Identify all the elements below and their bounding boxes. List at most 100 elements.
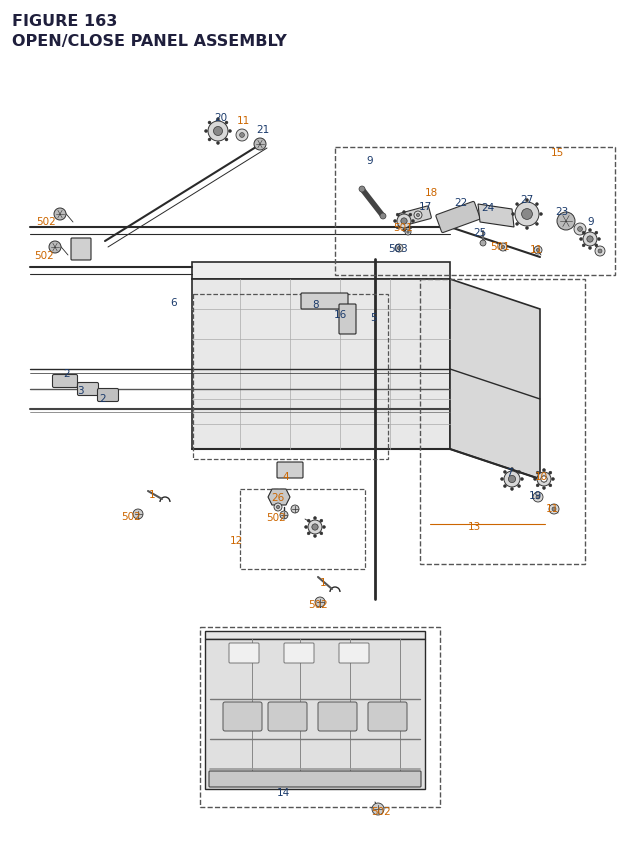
Polygon shape <box>478 205 514 228</box>
Circle shape <box>536 223 538 226</box>
Circle shape <box>536 484 539 487</box>
Circle shape <box>549 484 552 487</box>
Text: 27: 27 <box>520 195 534 205</box>
Circle shape <box>320 532 323 536</box>
FancyBboxPatch shape <box>268 703 307 731</box>
Circle shape <box>274 504 282 511</box>
Circle shape <box>504 471 506 474</box>
Text: 503: 503 <box>388 244 408 254</box>
Circle shape <box>537 473 551 486</box>
Text: 501: 501 <box>393 223 413 232</box>
Circle shape <box>276 505 280 509</box>
FancyBboxPatch shape <box>284 643 314 663</box>
Bar <box>240 489 365 569</box>
Text: 8: 8 <box>313 300 319 310</box>
FancyBboxPatch shape <box>318 703 357 731</box>
Circle shape <box>205 130 207 133</box>
Circle shape <box>534 247 542 255</box>
Circle shape <box>307 532 310 536</box>
Circle shape <box>516 203 518 207</box>
Circle shape <box>598 238 600 241</box>
Circle shape <box>536 249 540 252</box>
FancyBboxPatch shape <box>223 703 262 731</box>
Circle shape <box>536 472 539 474</box>
Circle shape <box>314 535 317 538</box>
FancyBboxPatch shape <box>97 389 118 402</box>
Circle shape <box>525 199 529 202</box>
Polygon shape <box>205 631 425 639</box>
Circle shape <box>587 237 593 243</box>
Circle shape <box>225 122 228 125</box>
Circle shape <box>394 220 397 223</box>
Text: 1: 1 <box>148 489 156 499</box>
Circle shape <box>308 520 322 535</box>
Circle shape <box>533 492 543 503</box>
Circle shape <box>397 214 411 229</box>
Polygon shape <box>192 263 450 280</box>
Circle shape <box>518 485 520 488</box>
Circle shape <box>595 245 598 248</box>
Circle shape <box>49 242 61 254</box>
Circle shape <box>589 247 591 251</box>
Circle shape <box>403 229 406 232</box>
Circle shape <box>578 227 582 232</box>
Circle shape <box>417 214 420 217</box>
Circle shape <box>403 211 406 214</box>
FancyBboxPatch shape <box>52 375 77 388</box>
Text: 4: 4 <box>283 472 289 481</box>
Circle shape <box>208 139 211 142</box>
Circle shape <box>323 526 326 529</box>
Circle shape <box>214 127 223 136</box>
Text: 19: 19 <box>529 491 541 500</box>
Circle shape <box>359 187 365 193</box>
Circle shape <box>511 468 513 471</box>
Circle shape <box>552 507 556 511</box>
Text: 21: 21 <box>257 125 269 135</box>
Circle shape <box>501 246 504 250</box>
Circle shape <box>543 469 545 472</box>
Text: 24: 24 <box>481 202 495 213</box>
Bar <box>193 294 388 460</box>
Text: 9: 9 <box>588 217 595 226</box>
Circle shape <box>228 130 232 133</box>
Text: 13: 13 <box>467 522 481 531</box>
Polygon shape <box>450 280 540 480</box>
Text: 26: 26 <box>271 492 285 503</box>
Circle shape <box>401 219 407 225</box>
Text: 502: 502 <box>121 511 141 522</box>
Circle shape <box>598 250 602 254</box>
Circle shape <box>54 208 66 220</box>
Circle shape <box>534 478 536 481</box>
Text: 23: 23 <box>556 207 568 217</box>
Circle shape <box>541 476 547 482</box>
Text: 501: 501 <box>490 242 510 251</box>
Text: 16: 16 <box>333 310 347 319</box>
FancyBboxPatch shape <box>77 383 99 396</box>
Circle shape <box>409 214 412 217</box>
Circle shape <box>396 226 399 230</box>
Circle shape <box>409 226 412 230</box>
Circle shape <box>480 241 486 247</box>
FancyBboxPatch shape <box>399 207 431 226</box>
Circle shape <box>579 238 582 241</box>
Circle shape <box>254 139 266 151</box>
Polygon shape <box>268 489 290 505</box>
Text: 502: 502 <box>266 512 286 523</box>
Circle shape <box>543 487 545 490</box>
FancyBboxPatch shape <box>71 238 91 261</box>
Bar <box>335 148 615 276</box>
Text: 12: 12 <box>229 536 243 545</box>
Circle shape <box>291 505 299 513</box>
FancyBboxPatch shape <box>436 202 480 233</box>
Circle shape <box>541 476 547 482</box>
Circle shape <box>239 133 244 139</box>
FancyBboxPatch shape <box>339 305 356 335</box>
Circle shape <box>511 214 515 216</box>
Text: 6: 6 <box>171 298 177 307</box>
Circle shape <box>525 227 529 230</box>
Text: 9: 9 <box>367 156 373 166</box>
Circle shape <box>583 232 597 247</box>
Circle shape <box>536 203 538 207</box>
FancyBboxPatch shape <box>229 643 259 663</box>
Text: 11: 11 <box>529 245 543 255</box>
